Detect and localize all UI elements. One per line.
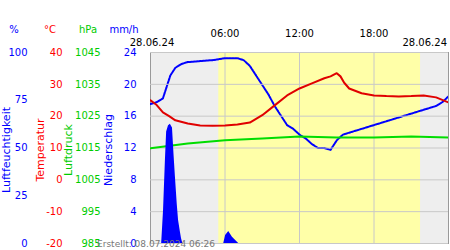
svg-text:Luftfeuchtigkeit: Luftfeuchtigkeit: [0, 106, 13, 193]
svg-text:4: 4: [130, 206, 136, 217]
svg-text:100: 100: [8, 47, 27, 58]
svg-text:24: 24: [124, 47, 137, 58]
svg-text:1005: 1005: [75, 174, 100, 185]
svg-text:1025: 1025: [75, 110, 100, 121]
svg-text:985: 985: [81, 237, 101, 249]
svg-text:40: 40: [50, 47, 63, 58]
svg-text:hPa: hPa: [79, 24, 97, 35]
svg-text:10: 10: [50, 142, 63, 153]
svg-text:28.06.24: 28.06.24: [129, 37, 175, 48]
svg-text:Temperatur: Temperatur: [34, 118, 47, 183]
svg-text:16: 16: [124, 110, 137, 121]
svg-text:20: 20: [50, 110, 63, 121]
svg-text:18:00: 18:00: [360, 28, 389, 39]
svg-text:-10: -10: [46, 206, 62, 217]
svg-text:25: 25: [15, 190, 28, 201]
svg-text:12: 12: [124, 142, 137, 153]
svg-text:06:00: 06:00: [211, 28, 240, 39]
svg-text:°C: °C: [44, 24, 56, 35]
svg-text:50: 50: [15, 142, 28, 153]
svg-text:Erstellt: 08.07.2024 06:26: Erstellt: 08.07.2024 06:26: [97, 239, 215, 249]
svg-text:20: 20: [124, 79, 137, 90]
svg-text:0: 0: [56, 174, 63, 185]
svg-text:995: 995: [81, 206, 100, 217]
svg-text:0: 0: [21, 238, 27, 249]
svg-text:75: 75: [15, 94, 28, 105]
svg-text:12:00: 12:00: [285, 28, 314, 39]
svg-text:1045: 1045: [75, 47, 100, 58]
svg-text:mm/h: mm/h: [109, 24, 138, 35]
svg-text:1035: 1035: [75, 79, 100, 90]
svg-text:%: %: [9, 24, 19, 35]
svg-text:Luftdruck: Luftdruck: [62, 123, 75, 175]
svg-text:30: 30: [50, 79, 63, 90]
svg-text:1015: 1015: [75, 142, 100, 153]
svg-text:8: 8: [130, 174, 136, 185]
svg-text:Niederschlag: Niederschlag: [102, 114, 115, 186]
svg-text:28.06.24: 28.06.24: [402, 37, 447, 48]
svg-text:-20: -20: [46, 238, 62, 249]
